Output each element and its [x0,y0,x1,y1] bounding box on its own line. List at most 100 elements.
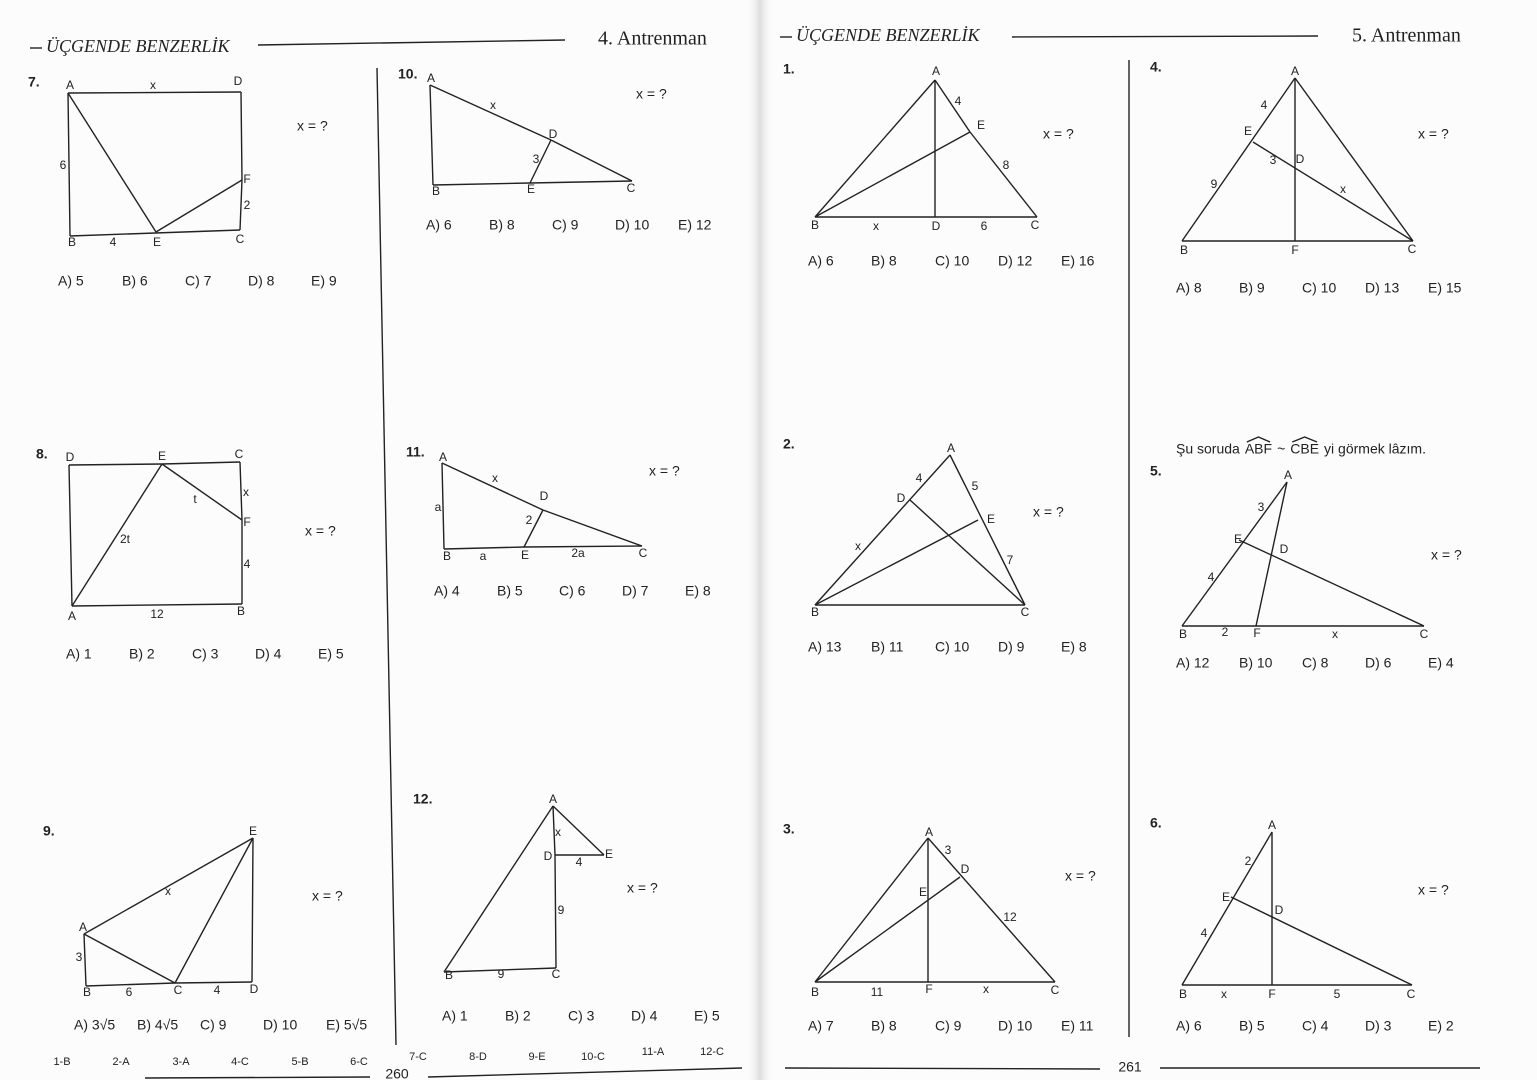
figure-label: E [1222,890,1230,904]
figure-label: x [1221,987,1227,1001]
figure-label: F [925,982,932,996]
answer-choice: C) 4 [1302,1018,1329,1034]
figure-label: D [540,489,549,503]
answer-choice: C) 10 [935,639,969,655]
figure-label: x [165,884,171,898]
figure-label: 11 [871,985,884,999]
figure-line [1181,77,1296,242]
figure-label: D [1280,542,1289,556]
figure-label: E [605,847,613,861]
answer-choice: A) 7 [808,1018,834,1034]
figure-label: E [1234,532,1242,546]
answer-choice: E) 15 [1428,280,1462,296]
figure-line [429,84,552,141]
figure-line [927,837,1056,983]
answer-key: 10-C [581,1051,605,1063]
figure-label: E [987,512,995,526]
figure-label: B [1179,987,1187,1001]
answer-choice: E) 2 [1428,1018,1454,1034]
figure-line [83,837,254,935]
answer-choice: A) 12 [1176,655,1210,671]
figure-line [155,179,243,233]
figure-label: x [855,539,861,553]
answer-key: 7-C [409,1051,427,1063]
figure-line [909,499,1026,606]
answer-choice: D) 10 [263,1017,297,1033]
note-between: ~ [1277,441,1285,457]
figure-label: 5 [972,479,979,493]
answer-choice: C) 6 [559,583,586,599]
figure-line [239,461,243,521]
figure-label: 9 [558,903,565,917]
figure-label: D [544,849,553,863]
problem-number: 4. [1150,59,1162,75]
figure-label: A [1284,468,1292,482]
figure-line [83,933,87,987]
figure-label: E [1244,124,1252,138]
figure-label: B [1180,243,1188,257]
answer-choice: B) 6 [122,273,148,289]
figure-line [814,131,971,218]
figure-line [441,462,445,550]
answer-choice: D) 9 [998,639,1025,655]
question: x = ? [312,888,343,904]
figure-line [174,837,254,984]
answer-choice: E) 9 [311,273,337,289]
figure-line [429,84,434,186]
figure-label: A [68,609,76,623]
figure-line [552,805,605,856]
figure-line [1255,481,1288,627]
figure-label: A [66,78,74,92]
answer-choice: D) 3 [1365,1018,1392,1034]
answer-key: 1-B [53,1056,70,1068]
figure-label: B [1179,627,1187,641]
question: x = ? [1065,868,1096,884]
figure-label: a [480,549,487,563]
answer-choice: B) 8 [489,217,515,233]
answer-choice: D) 8 [248,273,275,289]
figure-label: A [439,450,447,464]
figure-label: 6 [60,158,67,172]
figure-line [554,854,557,969]
figure-line [1230,896,1413,986]
answer-choice: E) 8 [1061,639,1087,655]
header-title: ÜÇGENDE BENZERLİK [796,25,981,45]
figure-line [71,603,243,607]
answer-choice: B) 5 [1239,1018,1265,1034]
question: x = ? [627,880,658,896]
question: x = ? [1431,547,1462,563]
figure-label: A [1291,64,1299,78]
answer-choice: D) 13 [1365,280,1399,296]
figure-label: B [445,968,453,982]
answer-key: 3-A [172,1056,190,1068]
figure-label: 4 [916,471,923,485]
figure-label: x [243,485,249,499]
figure-line [443,967,557,973]
figure-label: C [1408,242,1417,256]
figure-label: 9 [1211,177,1218,191]
answer-choice: A) 5 [58,273,84,289]
figure-line [443,805,554,973]
figure-line [969,131,1038,218]
answer-choice: E) 5 [318,646,344,662]
page-number: 261 [1118,1059,1142,1075]
figure-line [1294,77,1414,242]
figure-label: x [492,471,498,485]
answer-choice: B) 5 [497,583,523,599]
figure-label: E [521,548,529,562]
figure-label: E [919,885,927,899]
figure-label: B [811,985,819,999]
answer-key: 8-D [469,1051,487,1063]
figure-label: A [79,920,87,934]
figure-line [814,876,961,983]
figure-line [523,545,643,548]
figure-label: C [1031,218,1040,232]
header-rule [1011,35,1319,38]
figure-line [550,139,633,182]
figure-label: t [193,492,197,506]
figure-label: B [68,235,76,249]
figure-line [542,509,643,547]
figure-line [161,461,241,465]
problem-number: 3. [783,821,795,837]
header-title: ÜÇGENDE BENZERLİK [46,36,231,56]
